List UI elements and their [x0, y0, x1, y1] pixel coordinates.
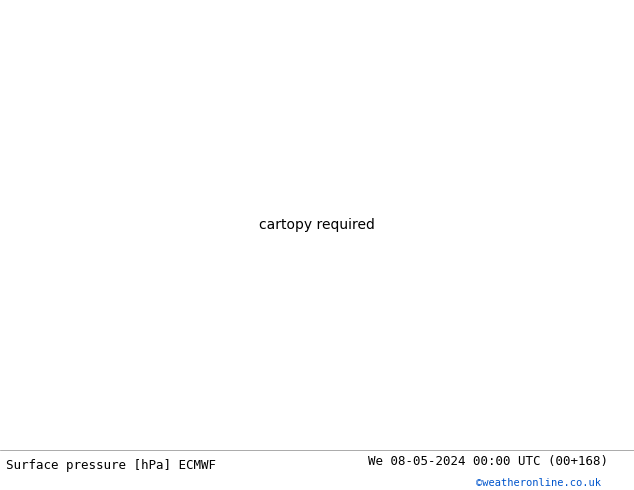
Text: cartopy required: cartopy required — [259, 218, 375, 232]
Text: Surface pressure [hPa] ECMWF: Surface pressure [hPa] ECMWF — [6, 459, 216, 471]
Text: ©weatheronline.co.uk: ©weatheronline.co.uk — [476, 478, 600, 488]
Text: We 08-05-2024 00:00 UTC (00+168): We 08-05-2024 00:00 UTC (00+168) — [368, 455, 608, 468]
